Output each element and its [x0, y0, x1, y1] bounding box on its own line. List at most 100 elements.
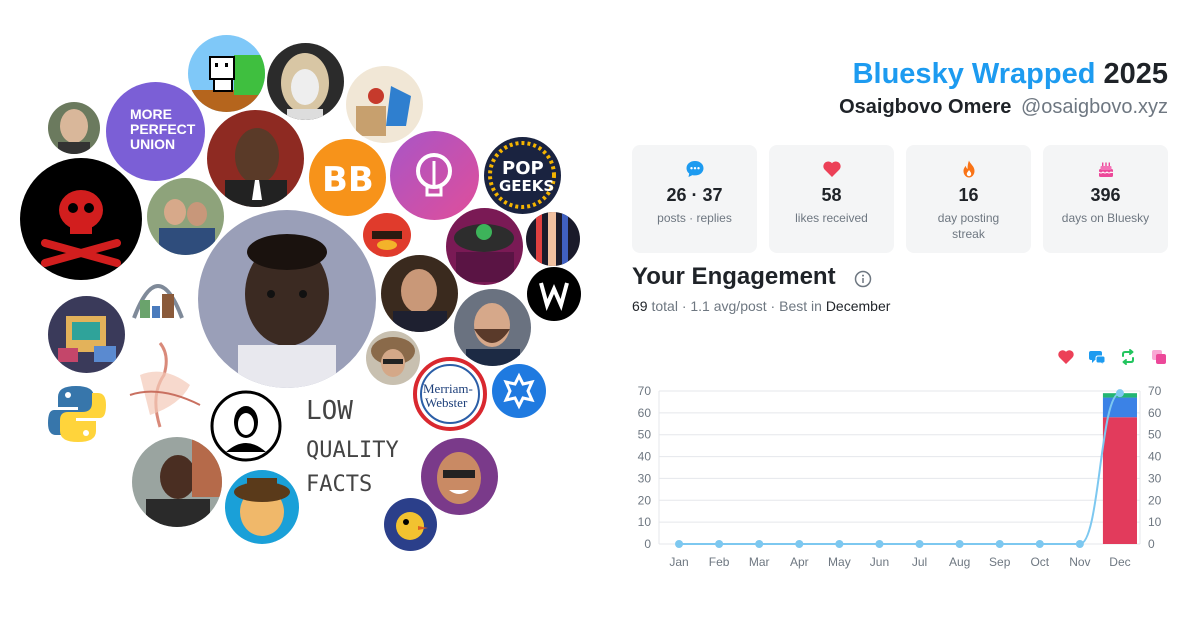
user-line: Osaigbovo Omere @osaigbovo.xyz: [839, 96, 1168, 119]
stat-label-likes: likes received: [795, 211, 868, 225]
engagement-chart: 0 0 10 10 20 20 30 30 40 40 50 50 60 60 70 70 Jan Feb Mar A…: [638, 384, 1162, 569]
line-point: [995, 540, 1004, 548]
engagement-summary: 69 total · 1.1 avg/post · Best in Decemb…: [632, 298, 890, 314]
quote-icon[interactable]: [1150, 348, 1168, 366]
stat-label-days: days on Bluesky: [1061, 211, 1150, 225]
stat-card-streak: 16 day posting streak: [906, 145, 1031, 253]
pop-line-1: POP: [502, 158, 544, 179]
avatar-more-perfect-union: MORE PERFECT UNION: [106, 82, 205, 181]
avatar-cartoon-bird: [384, 498, 437, 551]
y-tick-label-right: 70: [1148, 384, 1162, 398]
avatar-goat-illustration: [346, 66, 423, 143]
avatar-blue-badge: [492, 364, 546, 418]
y-tick-label-left: 10: [638, 515, 652, 529]
line-point: [1115, 389, 1124, 398]
total-value: 69: [632, 298, 648, 314]
stat-card-likes: 58 likes received: [769, 145, 894, 253]
info-icon[interactable]: [854, 270, 872, 288]
line-point: [915, 540, 924, 548]
x-tick-label: May: [828, 555, 851, 569]
stat-value-posts: 26 · 37: [666, 185, 723, 205]
line-point: [1035, 540, 1044, 548]
avatar-circuit-art: [48, 296, 125, 373]
avatar-lightbulb: [390, 131, 479, 220]
avatar-cartoon-hat: [225, 470, 299, 544]
best-in-word: Best in: [779, 298, 822, 314]
avatar-lincoln: [210, 390, 283, 463]
cake-icon: [1098, 162, 1113, 177]
line-point: [795, 540, 804, 548]
mw-line-2: Webster: [425, 395, 468, 410]
x-tick-label: Dec: [1109, 555, 1130, 569]
line-point: [755, 540, 764, 548]
badge-line-2: PERFECT: [130, 121, 196, 137]
y-tick-label-right: 50: [1148, 428, 1162, 442]
pop-line-2: GEEKS: [499, 177, 554, 195]
line-point: [1075, 540, 1084, 548]
reply-icon[interactable]: [1088, 348, 1106, 367]
avatar-abstract-blur: [526, 212, 580, 266]
chat-bubble-icon: [686, 161, 703, 177]
x-tick-label: Aug: [949, 555, 970, 569]
y-tick-label-right: 30: [1148, 471, 1162, 485]
mw-line-1: Merriam-: [423, 381, 473, 396]
x-tick-label: Feb: [709, 555, 730, 569]
avatar-woman-portrait: [267, 43, 344, 120]
best-month: December: [825, 298, 891, 314]
avatar-man-red-bg: [207, 110, 304, 207]
avatar-pop-geeks: POP GEEKS: [484, 137, 561, 214]
avg-per-post: · 1.1 avg/post ·: [681, 298, 776, 314]
x-tick-label: Sep: [989, 555, 1011, 569]
user-handle[interactable]: @osaigbovo.xyz: [1020, 96, 1168, 118]
line-point: [835, 540, 844, 548]
y-tick-label-right: 10: [1148, 515, 1162, 529]
avatar-bearded-man: [454, 289, 531, 366]
engagement-line: [679, 392, 1121, 545]
y-tick-label-left: 50: [638, 428, 652, 442]
avatar-merriam-webster: Merriam- Webster: [412, 356, 489, 433]
x-tick-label: Jun: [870, 555, 889, 569]
avatar-main-child: [198, 210, 376, 388]
avatar-w-logo: [527, 267, 581, 321]
x-tick-label: Apr: [790, 555, 809, 569]
y-tick-label-left: 40: [638, 450, 652, 464]
art-line-2: QUALITY: [306, 438, 399, 463]
stat-value-days: 396: [1090, 185, 1121, 205]
line-point: [955, 540, 964, 548]
avatar-cluster: MORE PERFECT UNION BB POP GEEKS: [20, 35, 581, 551]
line-point: [875, 540, 884, 548]
engagement-title: Your Engagement: [632, 263, 836, 290]
avatar-red-character: [360, 205, 415, 260]
line-point: [675, 540, 684, 548]
stats-cards: 26 · 37 posts · replies 58 likes receive…: [632, 145, 1168, 253]
heart-icon[interactable]: [1057, 348, 1075, 366]
flame-icon: [963, 160, 974, 178]
stat-card-days: 396 days on Bluesky: [1043, 145, 1168, 253]
stat-label-posts: posts · replies: [657, 211, 732, 225]
x-tick-label: Mar: [749, 555, 770, 569]
avatar-fur-hat: [366, 331, 420, 385]
y-tick-label-right: 60: [1148, 406, 1162, 420]
line-point: [715, 540, 724, 548]
sketch-figure-illustration: [120, 335, 208, 435]
y-tick-label-left: 70: [638, 384, 652, 398]
x-tick-label: Jan: [669, 555, 688, 569]
low-quality-facts-art: LOW QUALITY FACTS: [304, 385, 414, 505]
wrapped-panel: Bluesky Wrapped 2025 Osaigbovo Omere @os…: [632, 0, 1168, 630]
y-tick-label-right: 40: [1148, 450, 1162, 464]
brand-title: Bluesky Wrapped: [852, 58, 1096, 90]
stat-value-streak: 16: [958, 185, 979, 205]
x-tick-label: Nov: [1069, 555, 1090, 569]
avatar-skull: [20, 158, 142, 280]
page-title: Bluesky Wrapped 2025: [853, 58, 1168, 91]
badge-line-1: MORE: [130, 106, 172, 122]
arch-illustration: [126, 262, 190, 320]
year-title: 2025: [1103, 58, 1168, 90]
repost-icon[interactable]: [1119, 348, 1137, 366]
python-logo: [46, 383, 108, 445]
y-tick-label-right: 20: [1148, 493, 1162, 507]
avatar-couple: [147, 178, 224, 255]
avatar-bald-man: [48, 102, 100, 154]
x-tick-label: Oct: [1030, 555, 1049, 569]
chart-legend: [1044, 348, 1168, 367]
